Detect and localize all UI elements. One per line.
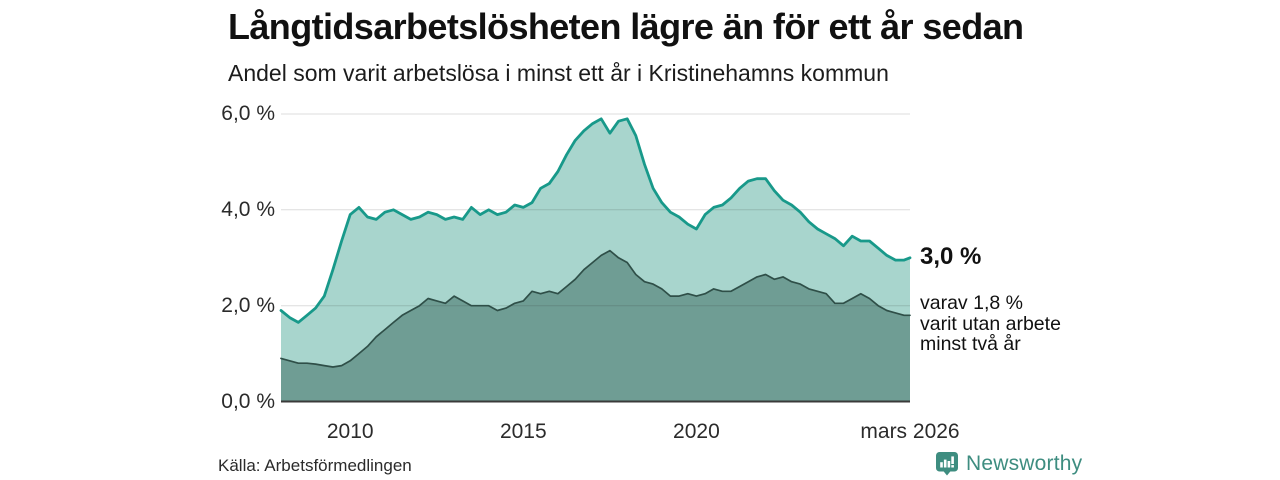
page-title: Långtidsarbetslösheten lägre än för ett … (228, 6, 1024, 47)
latest-note-line: varit utan arbete (920, 312, 1061, 335)
series-line-0 (279, 117, 912, 324)
x-axis-tick: 2020 (673, 420, 720, 443)
x-axis-tick: 2015 (499, 420, 547, 443)
y-axis-tick: 0,0 % (221, 389, 275, 413)
newsworthy-logo[interactable]: Newsworthy (935, 451, 1082, 476)
source-credit: Källa: Arbetsförmedlingen (218, 456, 412, 475)
latest-value-label: 3,0 % (920, 242, 982, 270)
latest-note-line: varav 1,8 % (920, 292, 1023, 315)
series-area-1 (281, 250, 910, 402)
newsworthy-bubble-barchart-icon (935, 451, 959, 476)
x-axis-tick: 2010 (326, 420, 374, 443)
y-axis-tick: 2,0 % (221, 293, 275, 317)
latest-note: varav 1,8 % varit utan arbete minst två … (920, 293, 1061, 355)
series-line-1 (280, 249, 911, 368)
chart-subtitle: Andel som varit arbetslösa i minst ett å… (228, 60, 889, 86)
newsworthy-wordmark: Newsworthy (966, 451, 1083, 475)
x-axis-tick: mars 2026 (860, 420, 960, 443)
y-axis-tick: 4,0 % (221, 197, 275, 221)
latest-note-line: minst två år (920, 333, 1021, 356)
y-axis-tick: 6,0 % (221, 102, 275, 125)
